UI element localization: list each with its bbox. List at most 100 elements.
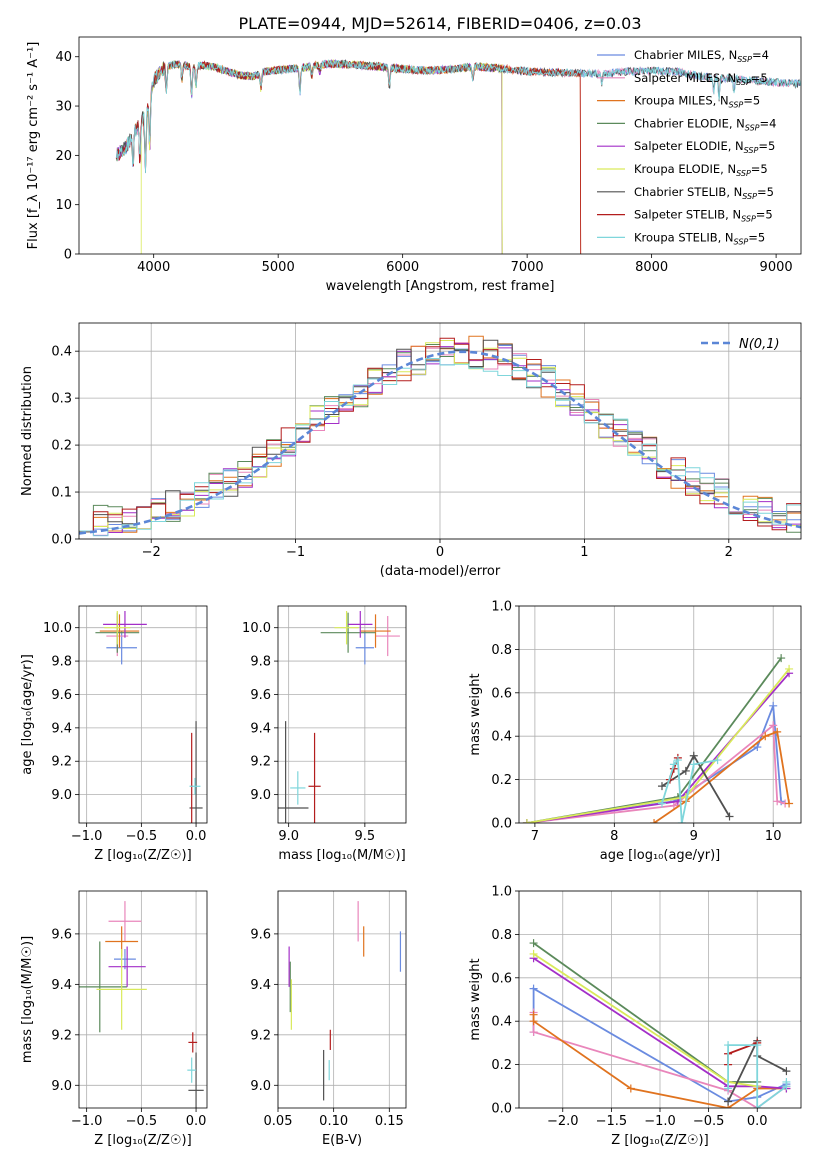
legend-entry: Salpeter ELODIE, NSSP=5 [634, 139, 775, 155]
weight-marker [724, 1084, 733, 1093]
x-tick-label: −1 [286, 545, 305, 560]
x-tick-label: −2 [142, 545, 161, 560]
panel-age_vs_mass: 9.0 9.5 9.0 9.2 9.4 9.6 9.8 10.0 mass [log₁₀(M/M… [242, 605, 407, 863]
plot-area [79, 335, 801, 537]
weight-line [727, 1044, 788, 1108]
x-axis-label: (data-model)/error [380, 564, 501, 579]
y-tick-label: 0.8 [491, 928, 512, 943]
weight-marker [773, 727, 782, 736]
weight-marker [769, 701, 778, 710]
y-tick-label: 10 [55, 198, 72, 213]
normal-curve [79, 350, 801, 535]
weight-marker [529, 1028, 538, 1037]
y-tick-label: 10.0 [242, 621, 271, 636]
y-tick-label: 9.2 [51, 1028, 72, 1043]
y-tick-label: 1.0 [491, 600, 512, 615]
legend-entry: N(0,1) [739, 337, 780, 352]
y-tick-label: 9.6 [250, 927, 271, 942]
y-tick-label: 20 [55, 149, 72, 164]
x-tick-label: −1.0 [644, 1114, 676, 1129]
y-tick-label: 9.6 [250, 688, 271, 703]
weight-marker [782, 1067, 791, 1076]
x-tick-label: 0.0 [186, 829, 207, 844]
y-tick-label: 9.2 [51, 755, 72, 770]
y-tick-label: 9.4 [51, 721, 72, 736]
legend-entry: Salpeter STELIB, NSSP=5 [634, 208, 773, 224]
x-tick-label: −1.0 [71, 1114, 103, 1129]
weight-marker [657, 782, 666, 791]
weight-marker [725, 812, 734, 821]
x-tick-label: 10 [765, 829, 782, 844]
weight-marker [773, 797, 782, 806]
spectrum-line [115, 59, 582, 254]
x-tick-label: 9.5 [355, 829, 376, 844]
panel-residuals: −2 −1 0 1 2 0.0 0.1 0.2 0.3 0.4 (data-model)/error… [20, 322, 802, 579]
y-tick-label: 9.4 [250, 721, 271, 736]
legend-entry: Kroupa ELODIE, NSSP=5 [634, 162, 768, 178]
axes-frame [277, 605, 407, 824]
x-tick-label: 5000 [262, 260, 295, 275]
y-tick-label: 0.2 [491, 1058, 512, 1073]
y-tick-label: 9.6 [51, 927, 72, 942]
plot-area [115, 58, 801, 254]
y-tick-label: 9.4 [250, 978, 271, 993]
weight-marker [650, 819, 659, 823]
x-axis-label: Z [log₁₀(Z/Z☉)] [94, 1133, 191, 1148]
x-tick-label: 0.10 [319, 1114, 348, 1129]
y-tick-label: 0.4 [51, 345, 72, 360]
weight-line [533, 942, 758, 1083]
x-tick-label: 0 [436, 545, 444, 560]
weight-marker [529, 1017, 538, 1026]
x-axis-label: age [log₁₀(age/yr)] [600, 848, 721, 863]
y-tick-label: 0.8 [491, 643, 512, 658]
y-tick-label: 0.1 [51, 486, 72, 501]
y-tick-label: 9.0 [250, 1079, 271, 1094]
x-tick-label: 0.05 [264, 1114, 293, 1129]
y-tick-label: 0 [64, 248, 72, 263]
weight-line [526, 657, 782, 823]
y-tick-label: 40 [55, 50, 72, 65]
axes-frame [78, 605, 208, 824]
weight-marker [785, 664, 794, 673]
legend-entry: Chabrier MILES, NSSP=4 [634, 48, 769, 64]
x-tick-label: −1.0 [71, 829, 103, 844]
weight-marker [657, 799, 666, 808]
panel-age_vs_Z: −1.0 −0.5 0.0 9.0 9.2 9.4 9.6 9.8 10.0 Z [log₁₀(Z… [20, 605, 208, 863]
axes-frame [78, 36, 802, 255]
weight-marker [782, 1077, 791, 1086]
y-tick-label: 0.2 [491, 773, 512, 788]
x-tick-label: 7000 [511, 260, 544, 275]
panel-weight_vs_age: 7 8 9 10 0.0 0.2 0.4 0.6 0.8 1.0 age [log₁₀(age/yr… [468, 600, 802, 863]
x-tick-label: 0.0 [747, 1114, 768, 1129]
y-tick-label: 9.4 [51, 978, 72, 993]
weight-marker [681, 766, 690, 775]
x-tick-label: 8000 [635, 260, 668, 275]
y-tick-label: 10.0 [43, 621, 72, 636]
axes-frame [518, 605, 802, 824]
x-axis-label: E(B-V) [322, 1133, 362, 1148]
panels: 4000 5000 6000 7000 8000 9000010203040wavelen… [20, 36, 802, 1148]
y-axis-label: Normed distribution [20, 366, 35, 496]
x-tick-label: 4000 [137, 260, 170, 275]
x-tick-label: −0.5 [126, 829, 158, 844]
weight-marker [529, 984, 538, 993]
x-axis-label: Z [log₁₀(Z/Z☉)] [611, 1133, 708, 1148]
x-axis-label: wavelength [Angstrom, rest frame] [326, 279, 555, 294]
weight-marker [689, 751, 698, 760]
histogram-step [79, 337, 801, 532]
y-tick-label: 0.4 [491, 730, 512, 745]
weight-marker [753, 1041, 762, 1050]
spectrum-line [115, 59, 503, 254]
y-axis-label: mass weight [468, 673, 483, 755]
plot-area [95, 611, 203, 823]
spectrum-line [140, 58, 503, 254]
y-tick-label: 9.8 [250, 655, 271, 670]
y-axis-label: mass weight [468, 958, 483, 1040]
weight-line [533, 957, 787, 1090]
y-tick-label: 0.6 [491, 686, 512, 701]
panel-spectrum: 4000 5000 6000 7000 8000 9000 0 10 20 30 40 wavelen… [26, 36, 802, 294]
x-tick-label: 0.0 [186, 1114, 207, 1129]
y-tick-label: 30 [55, 100, 72, 115]
y-tick-label: 1.0 [491, 885, 512, 900]
